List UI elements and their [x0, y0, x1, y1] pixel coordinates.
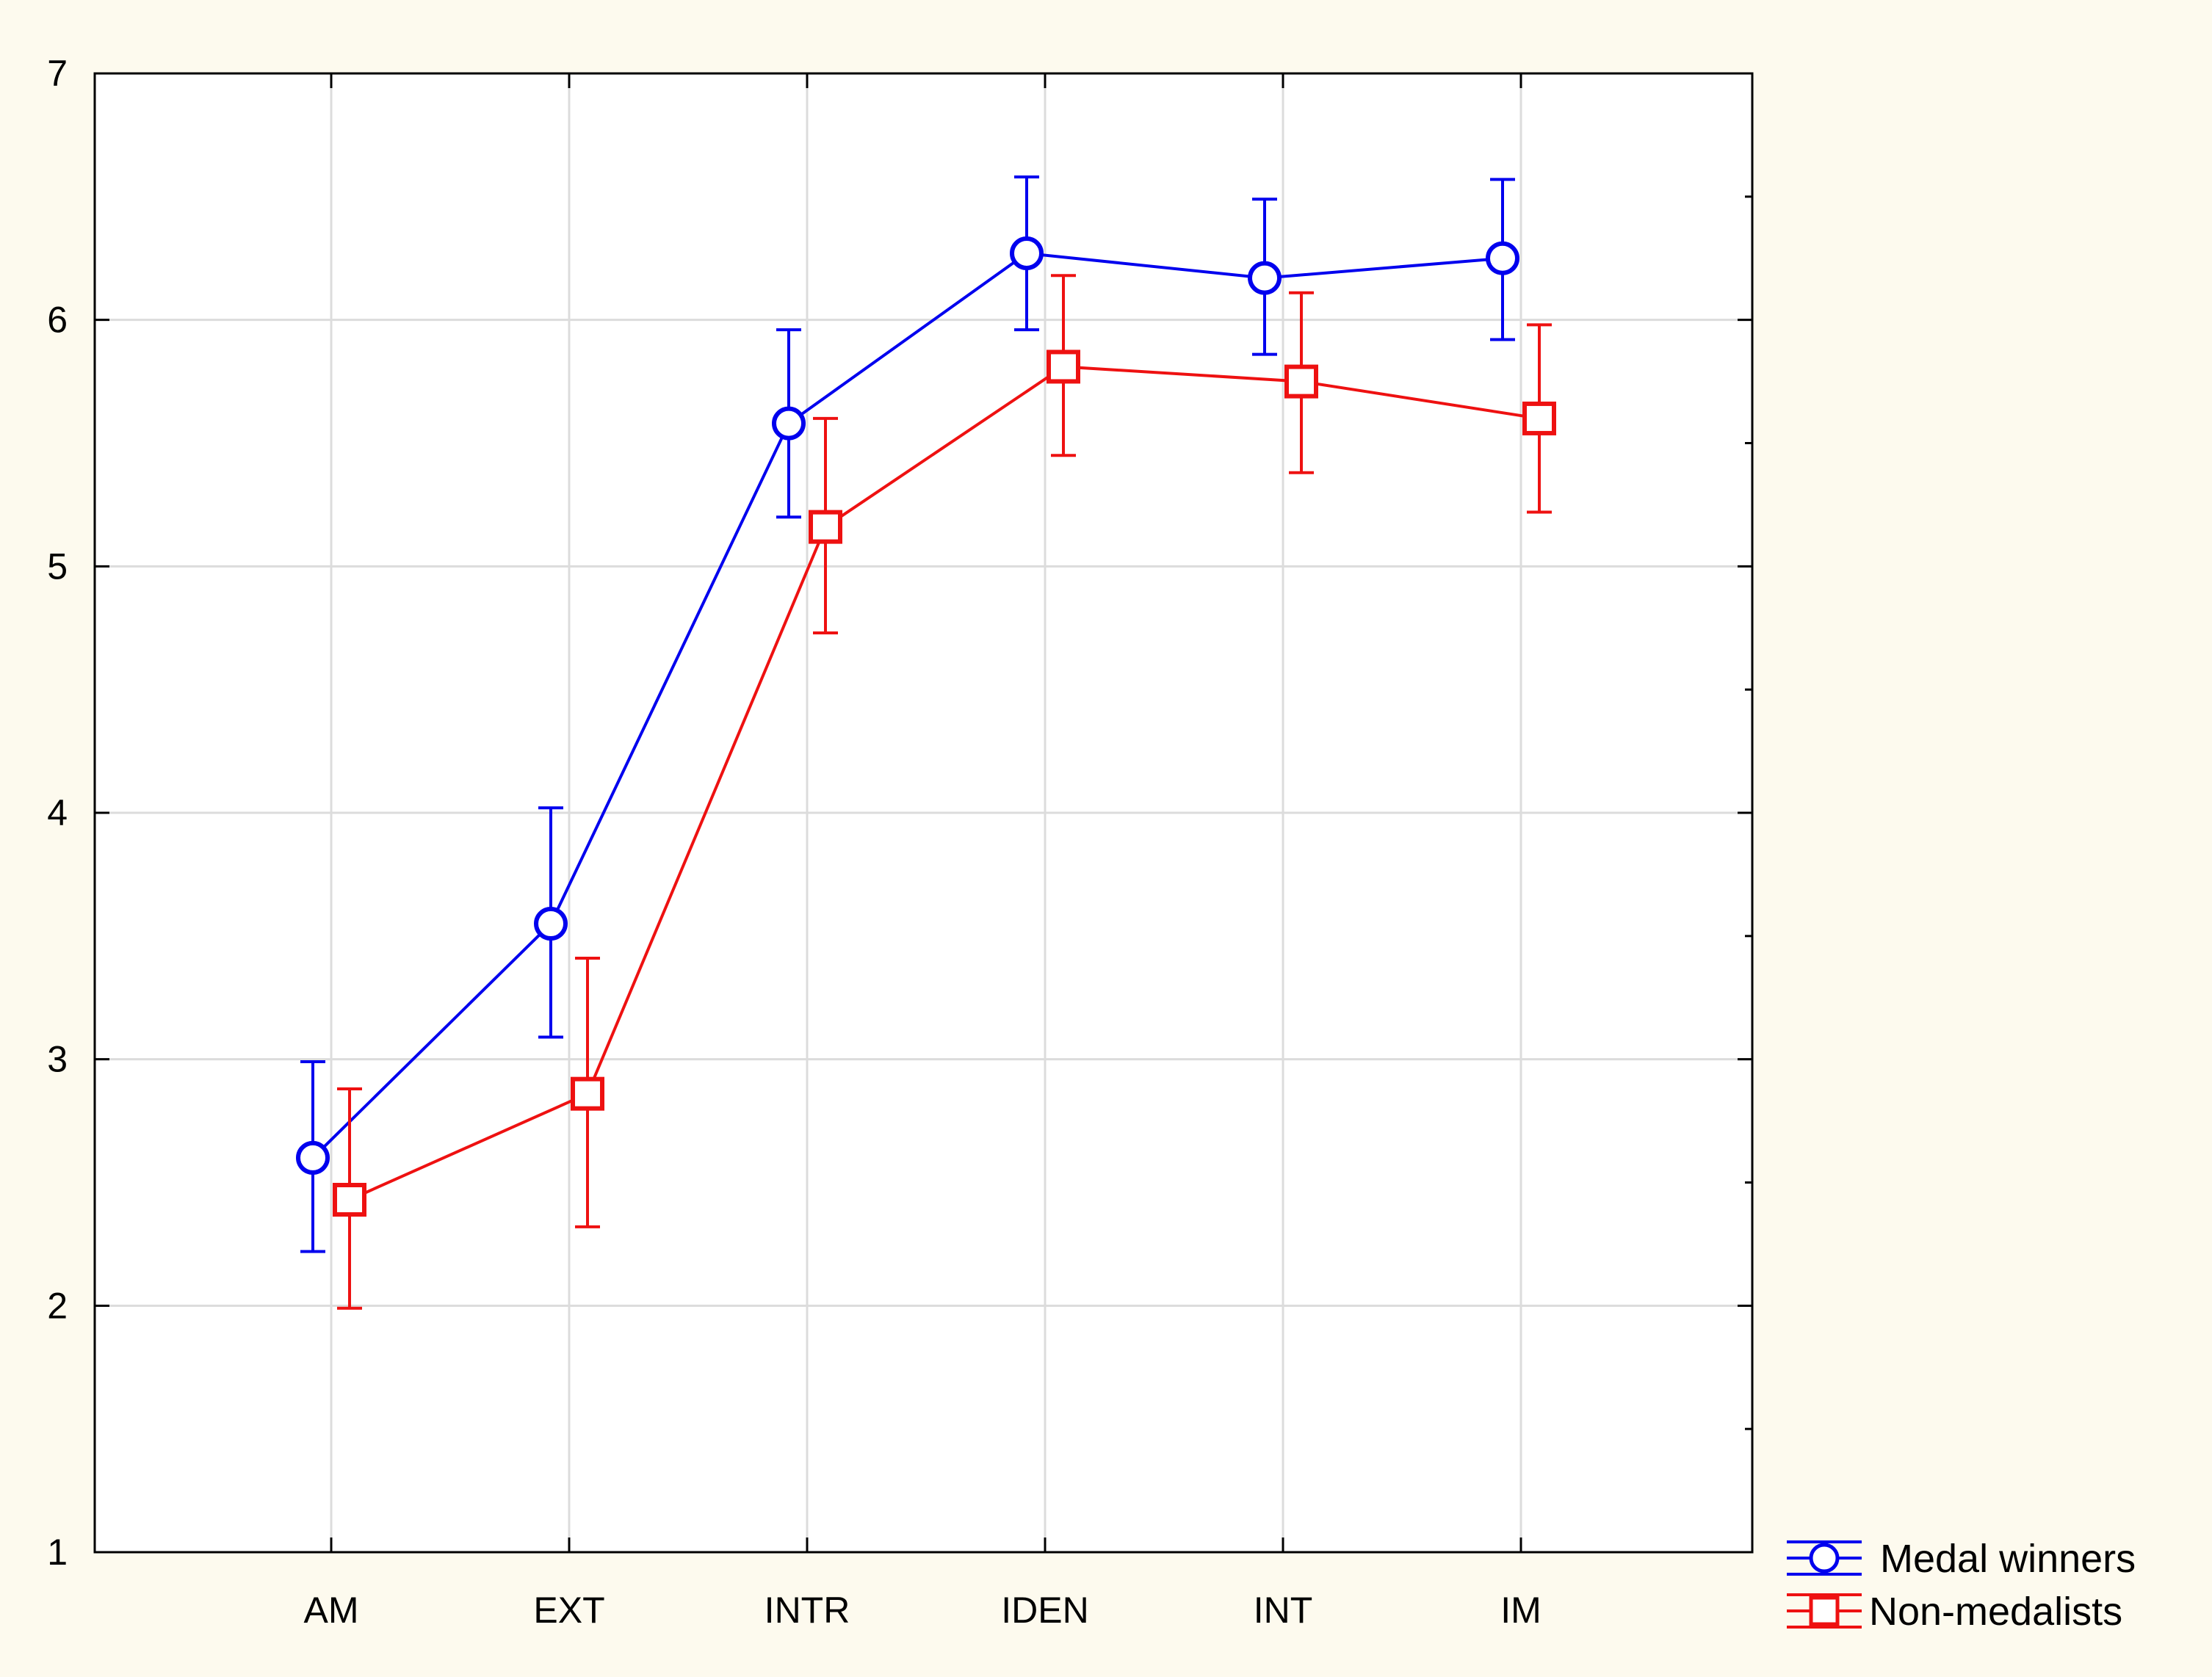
y-tick-label: 3 [47, 1039, 68, 1080]
x-axis-tick-labels: AM EXT INTR IDEN INT IM [304, 1590, 1541, 1631]
grid-lines [95, 73, 1752, 1552]
x-tick-label: IM [1500, 1590, 1541, 1631]
x-tick-label: INTR [765, 1590, 850, 1631]
data-point [772, 406, 806, 441]
y-axis-tick-labels: 1 2 3 4 5 6 7 [47, 53, 68, 1573]
data-point [1486, 241, 1519, 275]
y-tick-label: 7 [47, 53, 68, 94]
x-tick-label: EXT [533, 1590, 604, 1631]
data-point [333, 1182, 366, 1217]
data-point [1522, 401, 1556, 435]
data-point [534, 907, 568, 941]
series-layer [296, 175, 1556, 1310]
x-tick-label: INT [1254, 1590, 1313, 1631]
legend-marker [1809, 1595, 1840, 1626]
legend-label: Non-medalists [1869, 1590, 2122, 1634]
legend-label: Medal winners [1880, 1537, 2136, 1581]
data-point [296, 1140, 330, 1175]
y-tick-label: 1 [47, 1532, 68, 1573]
legend-item-1: Medal winners [1787, 1537, 2136, 1581]
data-point [1284, 364, 1318, 399]
data-point [571, 1076, 604, 1111]
legend-marker [1809, 1543, 1840, 1573]
data-point [1248, 261, 1282, 295]
data-point [1010, 236, 1044, 271]
y-tick-label: 4 [47, 792, 68, 833]
series-line [349, 365, 1540, 1201]
y-tick-label: 5 [47, 546, 68, 587]
x-tick-label: AM [304, 1590, 359, 1631]
legend: Medal winners Non-medalists [1787, 1537, 2136, 1634]
data-point [809, 510, 842, 544]
y-tick-label: 2 [47, 1285, 68, 1326]
plot-frame [93, 72, 1754, 1554]
y-tick-label: 6 [47, 300, 68, 341]
series-2 [333, 274, 1556, 1310]
data-point [1047, 349, 1080, 384]
legend-item-2: Non-medalists [1787, 1590, 2122, 1634]
series-1 [296, 175, 1519, 1253]
series-line [311, 251, 1503, 1159]
x-tick-label: IDEN [1001, 1590, 1088, 1631]
